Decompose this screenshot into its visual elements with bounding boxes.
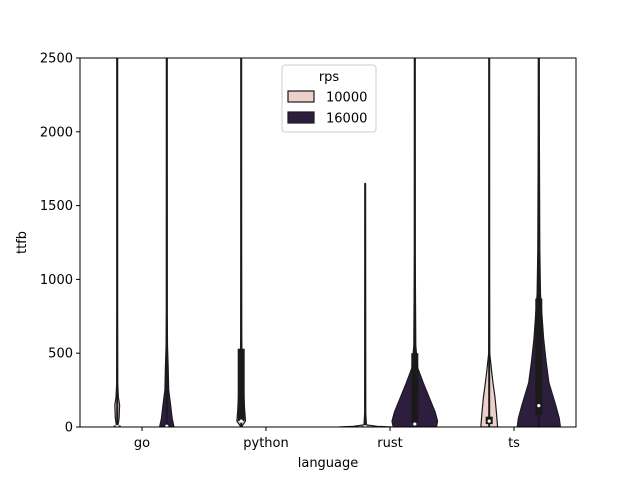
median-go-10000 (115, 424, 119, 427)
y-tick-label: 2500 (40, 52, 73, 67)
x-tick-label-python: python (243, 436, 288, 451)
violins-layer (113, 58, 562, 427)
median-python-10000 (239, 419, 243, 423)
median-go-16000 (165, 424, 169, 427)
y-tick-label: 1500 (40, 199, 73, 214)
iqr-box-ts-16000 (535, 298, 543, 416)
median-ts-10000 (487, 419, 491, 423)
y-tick-label: 1000 (40, 273, 73, 288)
median-ts-16000 (537, 403, 541, 408)
plot-frame (79, 57, 577, 428)
legend-label-16000: 16000 (326, 112, 367, 127)
legend: rps 10000 16000 (281, 64, 377, 133)
y-axis: 0 500 1000 1500 2000 2500 (40, 52, 80, 436)
y-tick-label: 2000 (40, 125, 73, 140)
legend-title: rps (319, 70, 340, 85)
x-tick-label-go: go (134, 436, 150, 451)
legend-swatch-10000 (287, 90, 315, 103)
iqr-box-python-10000 (237, 348, 245, 422)
x-tick-label-rust: rust (377, 436, 402, 451)
legend-label-10000: 10000 (326, 91, 367, 106)
x-axis: go python rust ts (134, 427, 520, 451)
legend-swatch-16000 (287, 111, 315, 124)
y-tick-label: 500 (48, 347, 73, 362)
x-axis-label: language (298, 456, 359, 471)
y-tick-label: 0 (65, 421, 73, 436)
x-tick-label-ts: ts (508, 436, 520, 451)
iqr-box-rust-16000 (411, 353, 419, 423)
median-rust-16000 (413, 422, 417, 426)
y-axis-label: ttfb (15, 231, 30, 254)
